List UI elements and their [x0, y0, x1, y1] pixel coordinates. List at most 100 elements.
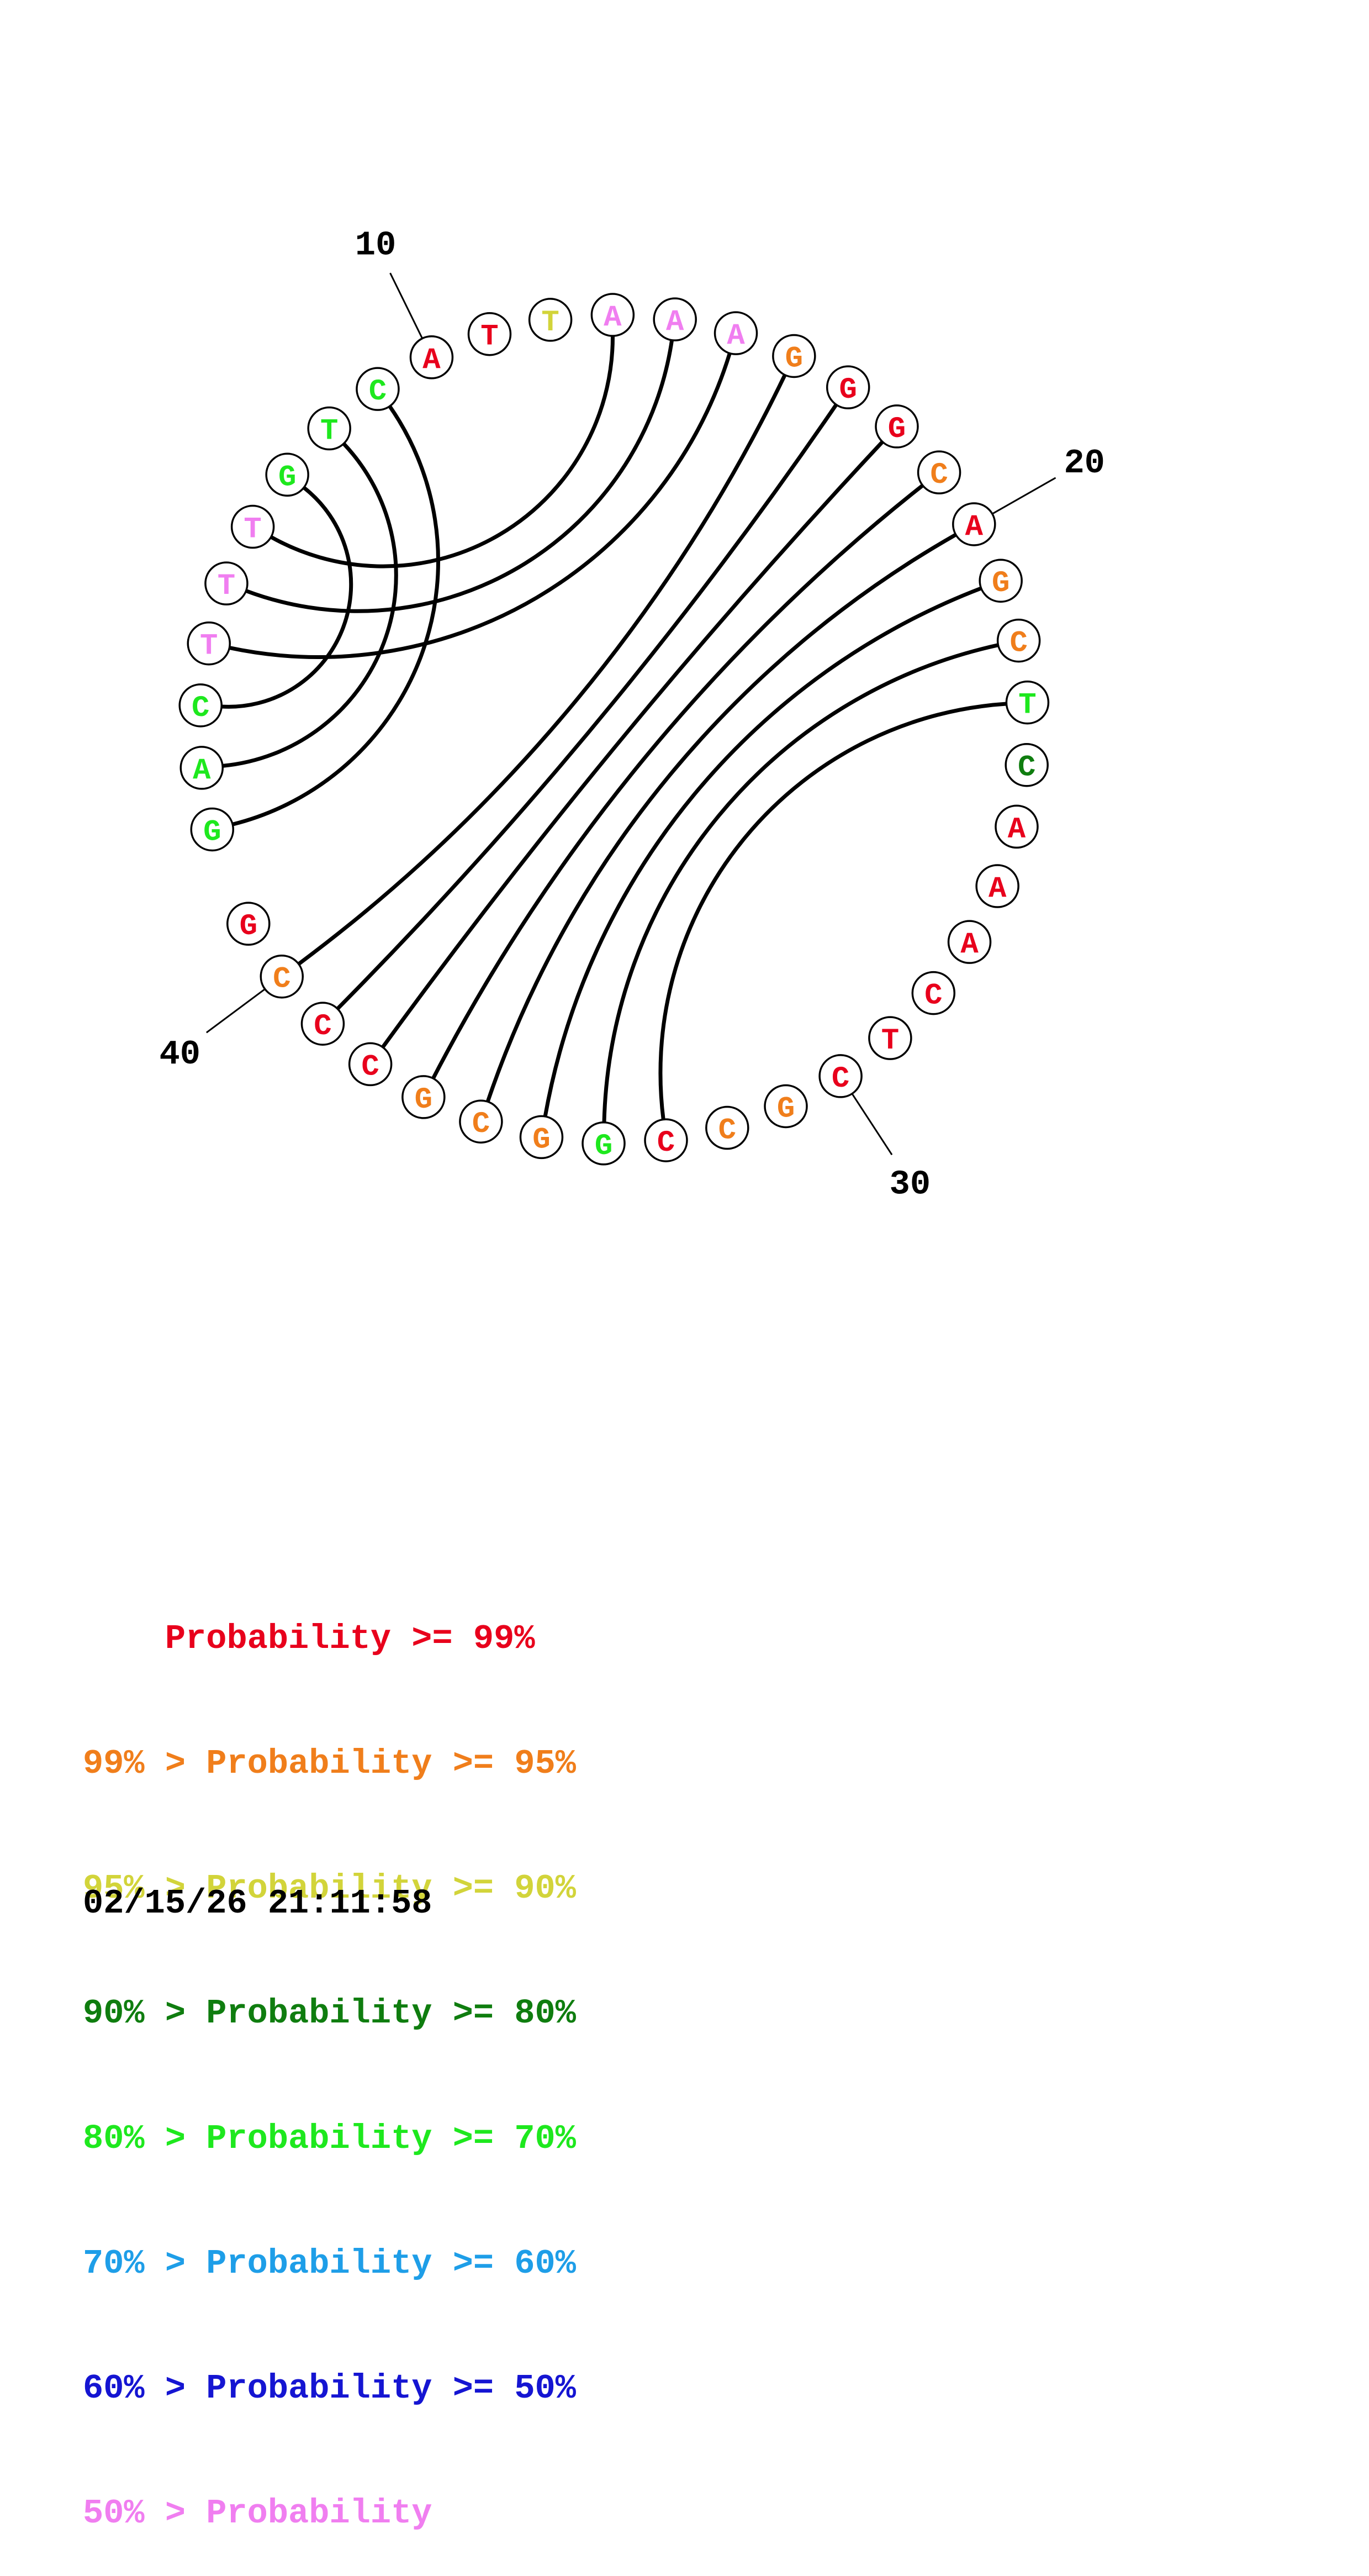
nucleotide-40: C — [260, 954, 304, 999]
nucleotide-34: G — [582, 1121, 626, 1166]
nucleotide-circle — [401, 1075, 446, 1119]
nucleotide-5: T — [204, 561, 249, 605]
nucleotide-20: A — [952, 502, 996, 546]
nucleotide-letter: G — [595, 1130, 612, 1163]
nucleotide-circle — [230, 504, 275, 549]
nucleotide-12: T — [528, 298, 573, 342]
base-pair-arc-16-40 — [297, 374, 787, 966]
base-pair-arc-6-13 — [270, 335, 615, 568]
nucleotide-letter: G — [278, 461, 296, 494]
base-pair-arc-4-15 — [229, 352, 732, 659]
nucleotide-10: A — [409, 335, 454, 380]
nucleotide-circle — [713, 311, 758, 355]
nucleotide-14: A — [653, 297, 697, 341]
position-label-30: 30 — [890, 1165, 931, 1204]
nucleotide-circle — [307, 406, 351, 451]
nucleotide-circle — [644, 1118, 688, 1162]
base-pair-arc-2-8 — [222, 442, 398, 768]
nucleotide-letter: C — [192, 692, 209, 725]
nucleotide-22: C — [996, 618, 1041, 663]
nucleotide-circle — [187, 621, 231, 666]
nucleotide-31: G — [764, 1084, 808, 1129]
nucleotide-letter: T — [244, 513, 261, 547]
nucleotide-circle — [868, 1016, 912, 1060]
legend-row-70: 80% > Probability >= 70% — [83, 2119, 576, 2158]
nucleotide-letter: T — [218, 570, 235, 603]
nucleotide-letter: A — [989, 872, 1007, 906]
nucleotide-circle — [764, 1084, 808, 1129]
nucleotide-letter: C — [1009, 627, 1027, 661]
nucleotide-circle — [911, 971, 956, 1015]
nucleotide-letter: A — [193, 754, 211, 788]
nucleotide-circle — [226, 902, 271, 946]
nucleotide-circle — [705, 1105, 749, 1150]
base-pair-arc-21-35 — [543, 586, 982, 1117]
nucleotide-28: C — [911, 971, 956, 1015]
nucleotide-29: T — [868, 1016, 912, 1060]
nucleotide-1: G — [190, 807, 235, 852]
nucleotide-32: C — [705, 1105, 749, 1150]
nucleotide-letter: G — [992, 567, 1009, 600]
nucleotide-letter: T — [881, 1024, 899, 1058]
base-pair-arc-20-36 — [485, 533, 957, 1103]
nucleotide-41: G — [226, 902, 271, 946]
nucleotide-circle — [204, 561, 249, 605]
nucleotide-letter: T — [1018, 689, 1036, 723]
nucleotide-circle — [653, 297, 697, 341]
nucleotide-11: T — [467, 312, 512, 356]
nucleotide-4: T — [187, 621, 231, 666]
nucleotide-letter: C — [361, 1050, 379, 1084]
legend-row-80: 90% > Probability >= 80% — [83, 1994, 576, 2034]
base-pair-arcs — [221, 335, 1007, 1123]
nucleotide-circle — [995, 804, 1039, 849]
nucleotide-circle — [772, 334, 816, 378]
nucleotide-36: C — [459, 1099, 503, 1144]
nucleotide-letter: C — [718, 1114, 736, 1147]
base-pair-arc-3-7 — [221, 486, 353, 709]
nucleotide-circle — [348, 1042, 393, 1087]
nucleotide-letter: C — [930, 459, 948, 492]
nucleotide-circle — [467, 312, 512, 356]
nucleotide-letter: T — [541, 306, 559, 340]
nucleotide-37: G — [401, 1075, 446, 1119]
base-pair-arc-22-34 — [602, 643, 999, 1123]
base-pair-arc-19-37 — [431, 483, 924, 1079]
nucleotide-circle — [979, 559, 1023, 603]
nucleotide-circle — [178, 683, 223, 728]
nucleotide-circle — [1005, 742, 1049, 787]
nucleotide-letter: A — [666, 305, 684, 339]
nucleotide-6: T — [230, 504, 275, 549]
nucleotide-circle — [917, 450, 961, 494]
nucleotide-circle — [875, 404, 919, 449]
nucleotide-circle — [590, 293, 635, 337]
nucleotide-letter: C — [472, 1108, 490, 1141]
timestamp: 02/15/26 21:11:58 — [83, 1884, 432, 1923]
nucleotide-letter: T — [480, 320, 498, 354]
nucleotide-21: G — [979, 559, 1023, 603]
nucleotide-7: G — [265, 452, 309, 497]
nucleotide-circle — [996, 618, 1041, 663]
base-pair-arc-18-38 — [381, 440, 884, 1049]
nucleotide-circle — [409, 335, 454, 380]
nucleotide-letter: A — [965, 510, 984, 544]
legend-row-50: 60% > Probability >= 50% — [83, 2369, 576, 2409]
nucleotide-letter: G — [777, 1092, 795, 1126]
nucleotide-8: T — [307, 406, 351, 451]
nucleotide-17: G — [826, 365, 870, 409]
nucleotide-letter: G — [415, 1083, 432, 1117]
nucleotide-letter: C — [924, 979, 942, 1013]
nucleotide-letter: C — [832, 1062, 849, 1096]
nucleotide-letter: A — [604, 301, 622, 335]
nucleotide-letter: G — [839, 373, 857, 407]
nucleotide-letter: C — [369, 375, 387, 409]
nucleotide-letter: G — [203, 815, 221, 849]
nucleotide-letter: G — [532, 1123, 550, 1157]
nucleotide-circle — [528, 298, 573, 342]
nucleotide-circle — [190, 807, 235, 852]
nucleotide-13: A — [590, 293, 635, 337]
nucleotide-letter: T — [200, 630, 218, 663]
position-markers: 10 20 30 40 — [160, 225, 1105, 1204]
base-pair-arc-1-9 — [232, 405, 440, 826]
